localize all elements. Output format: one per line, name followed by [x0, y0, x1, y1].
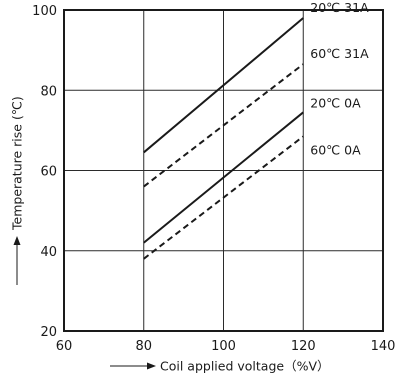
x-axis-label-group: Coil applied voltage（%V） [110, 359, 330, 374]
x-tick-labels: 60 80 100 120 140 [56, 339, 396, 354]
series-line-4 [143, 135, 304, 260]
x-tick-label-100: 100 [211, 339, 236, 354]
series-label-4: 60℃ 0A [310, 142, 361, 157]
series-labels: 20℃ 31A 60℃ 31A 20℃ 0A 60℃ 0A [310, 0, 369, 157]
series-line-2 [143, 63, 304, 188]
series-lines [143, 17, 304, 260]
y-axis-label-group: Temperature rise (℃) [10, 96, 25, 285]
x-tick-label-140: 140 [371, 339, 396, 354]
plot-area-frame [63, 9, 384, 332]
series-label-3: 20℃ 0A [310, 95, 361, 110]
series-line-3 [143, 111, 304, 244]
series-label-2: 60℃ 31A [310, 46, 369, 61]
y-tick-label-80: 80 [40, 84, 57, 99]
y-tick-label-20: 20 [40, 325, 57, 340]
x-tick-label-80: 80 [135, 339, 152, 354]
series-line-1 [143, 17, 304, 154]
grid [64, 10, 383, 331]
x-axis-label: Coil applied voltage（%V） [160, 359, 330, 374]
y-tick-label-60: 60 [40, 165, 57, 180]
y-tick-label-100: 100 [32, 4, 57, 19]
y-axis-label: Temperature rise (℃) [10, 96, 25, 231]
y-axis-arrow-head [13, 236, 21, 245]
x-tick-label-120: 120 [291, 339, 316, 354]
x-axis-arrow-head [147, 362, 156, 370]
y-tick-labels: 20 40 60 80 100 [32, 4, 57, 340]
series-label-1: 20℃ 31A [310, 0, 369, 15]
y-tick-label-40: 40 [40, 245, 57, 260]
x-tick-label-60: 60 [56, 339, 73, 354]
